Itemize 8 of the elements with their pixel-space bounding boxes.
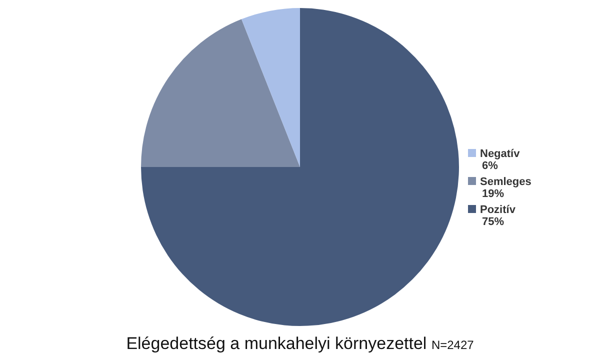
legend-label: Semleges — [480, 176, 532, 188]
text: N=2427 — [431, 338, 474, 352]
legend-label: Negatív — [480, 148, 520, 160]
data-label: 6% — [481, 160, 499, 172]
data-label: 19% — [481, 188, 506, 200]
legend-label: Pozitív — [480, 204, 516, 216]
text: Elégedettség a munkahelyi környezettel — [126, 334, 427, 353]
data-label: 75% — [481, 216, 506, 228]
